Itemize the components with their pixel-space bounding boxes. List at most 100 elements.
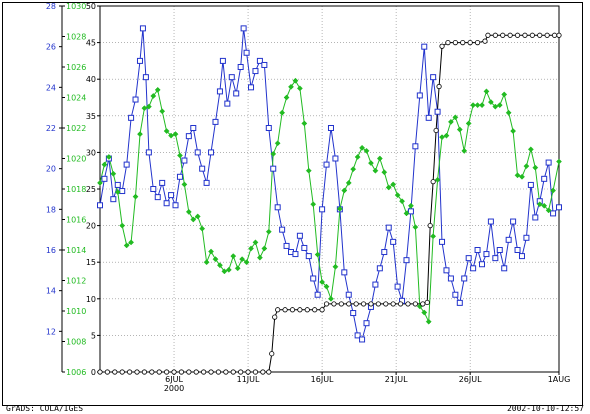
black-series-point: [127, 369, 133, 375]
green-series-point: [403, 210, 410, 217]
blue-series-point: [110, 196, 117, 203]
black-series-point: [282, 307, 288, 313]
blue-series-line: [99, 28, 560, 341]
blue-series-point: [132, 96, 139, 103]
green-series-point: [390, 181, 397, 188]
black-series-point: [368, 301, 374, 307]
green-axis-label: 1022: [66, 124, 86, 133]
black-series-point: [390, 301, 396, 307]
x-tick-label: 21JUL: [385, 375, 408, 384]
blue-series-point: [556, 204, 562, 211]
black-series-point: [420, 301, 426, 307]
green-series-point: [221, 268, 228, 275]
blue-series-point: [372, 281, 379, 288]
blue-series-point: [492, 255, 499, 262]
footer-right: 2002-10-10-12:57: [507, 404, 584, 413]
black-series-point: [312, 307, 318, 313]
blue-series-point: [430, 74, 437, 81]
x-tick-label: 1AUG: [548, 375, 571, 384]
black-series-point: [223, 369, 229, 375]
black-series-point: [193, 369, 199, 375]
green-series-point: [368, 160, 374, 167]
blue-series-point: [416, 92, 423, 99]
blue-series-point: [256, 57, 263, 64]
green-series-point: [301, 120, 308, 127]
black-series-point: [238, 369, 244, 375]
green-series-point: [394, 192, 401, 199]
black-series-point: [427, 223, 433, 229]
black-series-point: [112, 369, 118, 375]
black-series-point: [266, 369, 272, 375]
x-tick-sublabel: 2000: [164, 384, 184, 393]
green-series-point: [230, 253, 237, 260]
green-series-point: [514, 172, 521, 179]
green-series-point: [487, 99, 494, 106]
black-series-point: [230, 369, 236, 375]
blue-series-point: [142, 74, 149, 81]
black-series-point: [412, 301, 418, 307]
blue-series-point: [456, 299, 463, 306]
blue-series-point: [212, 118, 219, 125]
black-axis-label: 45: [86, 39, 96, 48]
green-series-point: [523, 163, 530, 170]
black-series-point: [323, 301, 330, 307]
black-series-point: [297, 307, 303, 313]
blue-axis-label: 20: [46, 165, 56, 174]
blue-series-point: [136, 57, 143, 64]
black-series-point: [215, 369, 222, 375]
black-axis-label: 25: [86, 185, 96, 194]
blue-axis-label: 16: [46, 246, 56, 255]
black-series-point: [529, 32, 535, 38]
green-axis-label: 1018: [66, 185, 86, 194]
blue-axis-label: 12: [46, 327, 56, 336]
series-markers: [97, 25, 562, 375]
black-series-point: [134, 369, 140, 375]
black-series-point: [551, 32, 558, 38]
blue-series-point: [237, 64, 244, 70]
blue-series-point: [248, 84, 255, 91]
blue-series-point: [390, 238, 397, 245]
blue-series-point: [514, 247, 521, 253]
green-series-point: [336, 205, 343, 212]
blue-series-point: [216, 88, 223, 95]
blue-series-point: [407, 208, 414, 215]
green-series-point: [119, 222, 126, 229]
blue-series-point: [305, 253, 312, 260]
green-series-point: [279, 109, 286, 116]
green-series-point: [372, 167, 379, 174]
blue-series-point: [363, 320, 370, 327]
black-series-point: [482, 38, 488, 44]
black-series-point: [544, 32, 550, 38]
green-axis-label: 1020: [66, 155, 86, 164]
black-axis-label: 10: [86, 295, 96, 304]
green-series-point: [225, 266, 232, 273]
green-series-point: [399, 198, 406, 205]
blue-series-point: [381, 249, 388, 256]
blue-series-point: [345, 291, 352, 298]
green-series-point: [185, 208, 192, 215]
green-series-point: [234, 265, 241, 272]
green-series-point: [270, 150, 277, 157]
blue-axis-label: 14: [46, 287, 56, 296]
green-series-point: [137, 131, 143, 138]
green-series-point: [345, 179, 352, 186]
blue-axis-label: 28: [46, 2, 56, 11]
black-series-point: [208, 369, 214, 375]
green-series-point: [354, 154, 361, 160]
green-series-point: [310, 201, 317, 208]
black-series-point: [460, 39, 466, 46]
green-axis-label: 1026: [66, 63, 86, 72]
blue-series-point: [323, 161, 330, 168]
green-series-point: [434, 176, 441, 183]
black-series-point: [500, 32, 506, 38]
green-series-point: [168, 132, 175, 139]
blue-series-point: [219, 57, 226, 64]
blue-series-point: [550, 210, 557, 217]
black-series-point: [436, 83, 442, 90]
blue-series-point: [376, 265, 383, 272]
black-series-point: [452, 39, 458, 46]
green-axis-label: 1012: [66, 277, 86, 286]
blue-series-point: [208, 149, 215, 156]
blue-series-point: [181, 157, 188, 164]
black-axis-label: 50: [86, 2, 96, 11]
